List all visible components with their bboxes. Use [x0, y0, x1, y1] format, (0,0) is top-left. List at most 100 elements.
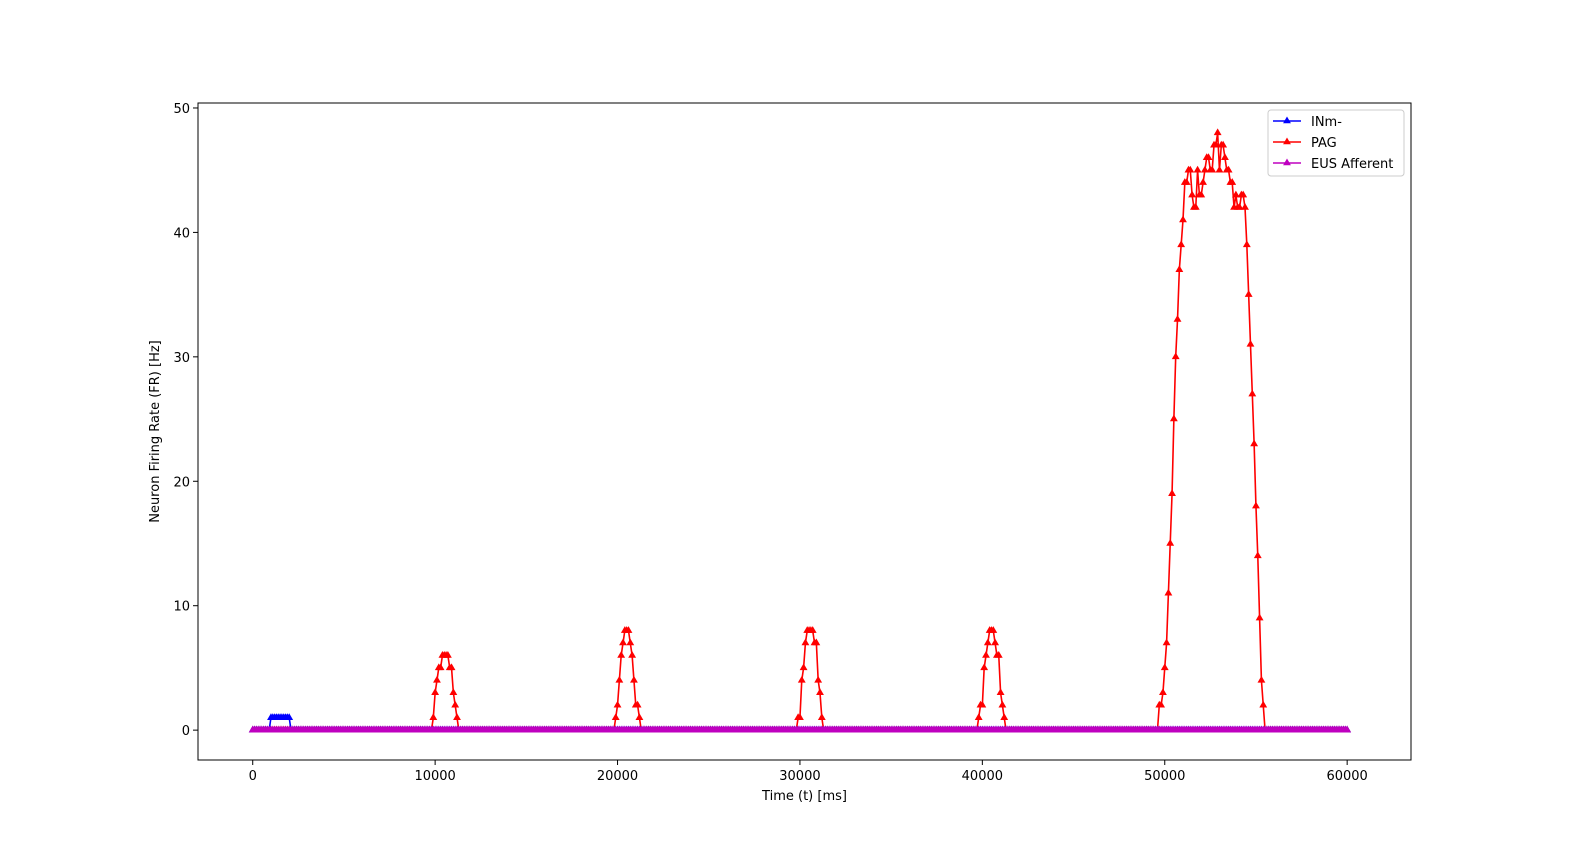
data-point: [1160, 663, 1169, 671]
data-point: [996, 688, 1005, 696]
x-tick-label: 20000: [597, 769, 638, 784]
data-point: [1241, 203, 1249, 210]
data-point: [1186, 165, 1195, 173]
data-point: [1246, 339, 1255, 347]
data-point: [1208, 165, 1217, 173]
series-line: [252, 132, 1348, 731]
data-point: [1250, 439, 1259, 447]
y-tick-label: 30: [173, 351, 190, 366]
data-point: [451, 700, 460, 708]
data-point: [1177, 240, 1186, 248]
data-point: [1252, 501, 1260, 509]
data-point: [801, 638, 810, 646]
data-point: [994, 650, 1003, 658]
y-axis-label: Neuron Firing Rate (FR) [Hz]: [148, 340, 163, 523]
data-point: [1193, 165, 1202, 173]
data-point: [1166, 538, 1175, 546]
data-point: [1228, 178, 1237, 185]
data-point: [615, 675, 624, 683]
data-point: [1259, 700, 1268, 708]
data-point: [613, 700, 622, 708]
data-point: [974, 713, 983, 720]
data-point: [1219, 140, 1228, 148]
x-tick-label: 60000: [1326, 769, 1367, 784]
data-point: [991, 638, 1000, 646]
data-point: [1343, 725, 1352, 733]
legend: INm- PAG EUS Afferent: [1267, 109, 1405, 177]
y-tick-label: 50: [173, 102, 190, 117]
y-tick-label: 40: [173, 226, 190, 241]
y-tick-label: 10: [173, 600, 190, 615]
data-point: [1188, 190, 1197, 198]
data-point: [1164, 588, 1173, 596]
data-point: [611, 713, 620, 720]
data-point: [1235, 203, 1244, 210]
data-point: [797, 675, 806, 683]
data-point: [443, 650, 452, 658]
data-point: [628, 650, 637, 658]
data-point: [816, 688, 824, 696]
data-point: [796, 713, 804, 720]
data-point: [983, 638, 992, 646]
plot-frame: [197, 102, 1412, 761]
series-layer: [248, 128, 1352, 733]
data-point: [1200, 165, 1209, 173]
data-point: [635, 713, 644, 720]
data-point: [817, 713, 826, 720]
data-point: [1159, 688, 1167, 696]
data-point: [1162, 638, 1171, 646]
data-point: [1171, 352, 1180, 360]
x-tick-label: 50000: [1144, 769, 1185, 784]
x-axis-label: Time (t) [ms]: [761, 789, 847, 804]
data-point: [1211, 140, 1220, 148]
legend-label: PAG: [1311, 136, 1337, 151]
data-point: [449, 688, 458, 696]
data-point: [978, 700, 987, 708]
data-point: [436, 663, 445, 671]
data-point: [1215, 165, 1224, 173]
data-point: [1257, 675, 1266, 683]
data-point: [1248, 389, 1257, 397]
data-point: [431, 688, 440, 696]
data-point: [1168, 489, 1176, 496]
data-point: [814, 675, 823, 683]
y-tick-label: 20: [173, 475, 190, 490]
data-point: [433, 675, 441, 683]
series-pag: [248, 128, 1352, 733]
data-point: [453, 713, 461, 720]
data-point: [624, 626, 633, 633]
data-point: [1191, 203, 1200, 210]
data-point: [619, 638, 627, 646]
x-tick-label: 10000: [414, 769, 455, 784]
data-point: [1239, 190, 1248, 198]
data-point: [980, 663, 989, 671]
legend-label: EUS Afferent: [1311, 157, 1393, 172]
data-point: [1157, 700, 1166, 708]
data-point: [799, 663, 808, 671]
data-point: [1197, 190, 1206, 198]
data-point: [1242, 240, 1251, 248]
data-point: [1213, 128, 1222, 136]
legend-marker: [1283, 137, 1291, 145]
data-point: [1199, 178, 1207, 185]
legend-label: INm-: [1311, 115, 1342, 130]
data-point: [1204, 153, 1213, 160]
data-point: [617, 650, 626, 658]
data-point: [998, 700, 1007, 708]
data-point: [1221, 153, 1229, 160]
legend-marker: [1283, 116, 1291, 124]
data-point: [626, 638, 635, 646]
axis-ticks: 0 10000 20000 30000 40000 50000 60000 0 10 20 30 40…: [173, 102, 1367, 784]
data-point: [989, 626, 998, 633]
data-point: [1173, 315, 1182, 322]
data-point: [1255, 613, 1264, 621]
data-point: [447, 663, 456, 671]
data-point: [1224, 165, 1233, 173]
data-point: [1244, 290, 1253, 297]
legend-marker: [1283, 158, 1291, 166]
data-point: [812, 638, 821, 646]
data-point: [1175, 265, 1184, 272]
x-tick-label: 40000: [962, 769, 1003, 784]
data-point: [808, 626, 817, 633]
